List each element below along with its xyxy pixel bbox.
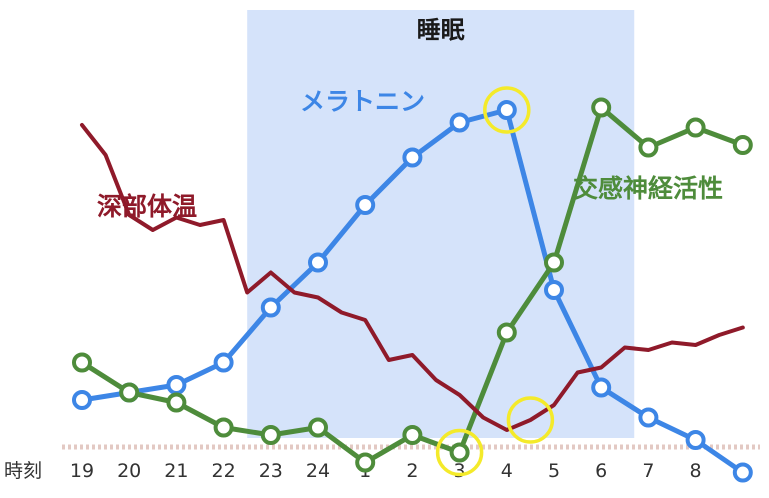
x-axis: 時刻192021222324123456789 [4, 444, 760, 482]
data-point [72, 390, 92, 410]
x-tick-label: 22 [212, 460, 236, 482]
x-tick-label: 8 [690, 460, 702, 482]
data-point [544, 280, 564, 300]
data-point [544, 252, 564, 273]
x-tick-label: 3 [454, 460, 466, 482]
series-label: 深部体温 [97, 192, 197, 221]
highlight-circle [483, 86, 531, 134]
highlight-circle [506, 396, 555, 444]
data-point [591, 377, 612, 398]
data-point [402, 425, 423, 445]
series-label: メラトニン [300, 87, 425, 116]
series-label: 交感神経活性 [573, 174, 723, 203]
data-point [449, 442, 470, 463]
data-point [496, 100, 517, 120]
x-tick-label: 20 [117, 460, 141, 482]
data-point [638, 407, 659, 428]
series-line [80, 123, 745, 432]
data-point [213, 352, 234, 373]
x-tick-label: 4 [501, 460, 513, 482]
data-point [260, 425, 281, 445]
data-point [685, 117, 706, 138]
data-point [72, 352, 92, 373]
data-point [166, 375, 187, 395]
sleep-band [247, 10, 635, 438]
data-point [591, 97, 612, 118]
data-point [496, 322, 517, 343]
x-tick-label: 23 [259, 460, 283, 482]
data-point [355, 452, 376, 473]
sleep-band-layer: 睡眠 [247, 10, 635, 438]
data-point [685, 430, 706, 450]
x-axis-title: 時刻 [4, 460, 42, 482]
data-point [732, 462, 753, 483]
data-point [166, 392, 187, 413]
highlight-circles [435, 86, 555, 477]
series-markers [72, 97, 753, 483]
x-tick-label: 19 [70, 460, 94, 482]
highlight-circle [435, 428, 484, 477]
data-point [449, 112, 470, 133]
x-tick-label: 5 [548, 460, 560, 482]
data-point [402, 147, 423, 168]
data-point [119, 382, 140, 403]
data-point [308, 252, 328, 273]
data-point [260, 297, 281, 318]
data-point [213, 417, 234, 438]
sleep-band-label: 睡眠 [417, 16, 465, 44]
data-point [732, 135, 753, 155]
data-point [638, 137, 659, 158]
x-tick-label: 21 [164, 460, 188, 482]
x-tick-label: 6 [595, 460, 607, 482]
x-tick-label: 24 [306, 460, 330, 482]
x-tick-label: 2 [406, 460, 418, 482]
data-point [308, 417, 328, 438]
data-point [355, 195, 376, 215]
x-tick-label: 7 [642, 460, 654, 482]
